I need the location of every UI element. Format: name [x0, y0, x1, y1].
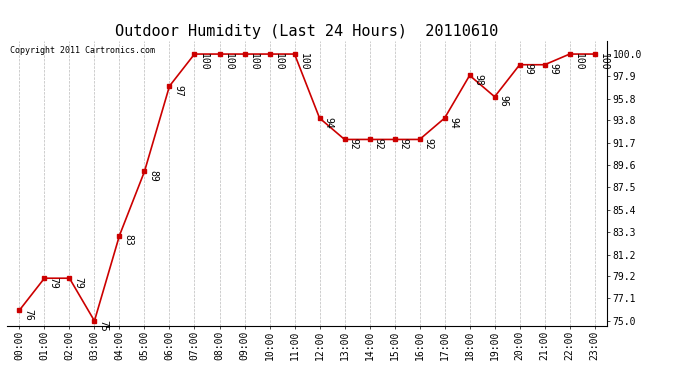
- Title: Outdoor Humidity (Last 24 Hours)  20110610: Outdoor Humidity (Last 24 Hours) 2011061…: [115, 24, 499, 39]
- Text: 92: 92: [348, 138, 359, 150]
- Text: 99: 99: [549, 63, 559, 75]
- Text: 79: 79: [74, 277, 83, 289]
- Text: 100: 100: [224, 53, 234, 70]
- Text: 92: 92: [399, 138, 408, 150]
- Text: 100: 100: [574, 53, 584, 70]
- Text: 99: 99: [524, 63, 534, 75]
- Text: 94: 94: [324, 117, 334, 129]
- Text: 75: 75: [99, 320, 108, 331]
- Text: 96: 96: [499, 95, 509, 107]
- Text: 92: 92: [374, 138, 384, 150]
- Text: 100: 100: [199, 53, 208, 70]
- Text: 97: 97: [174, 85, 184, 96]
- Text: 76: 76: [23, 309, 34, 321]
- Text: 83: 83: [124, 234, 134, 246]
- Text: 79: 79: [48, 277, 59, 289]
- Text: 100: 100: [599, 53, 609, 70]
- Text: 92: 92: [424, 138, 434, 150]
- Text: 98: 98: [474, 74, 484, 86]
- Text: 100: 100: [274, 53, 284, 70]
- Text: 94: 94: [448, 117, 459, 129]
- Text: 89: 89: [148, 170, 159, 182]
- Text: 100: 100: [248, 53, 259, 70]
- Text: Copyright 2011 Cartronics.com: Copyright 2011 Cartronics.com: [10, 45, 155, 54]
- Text: 100: 100: [299, 53, 308, 70]
